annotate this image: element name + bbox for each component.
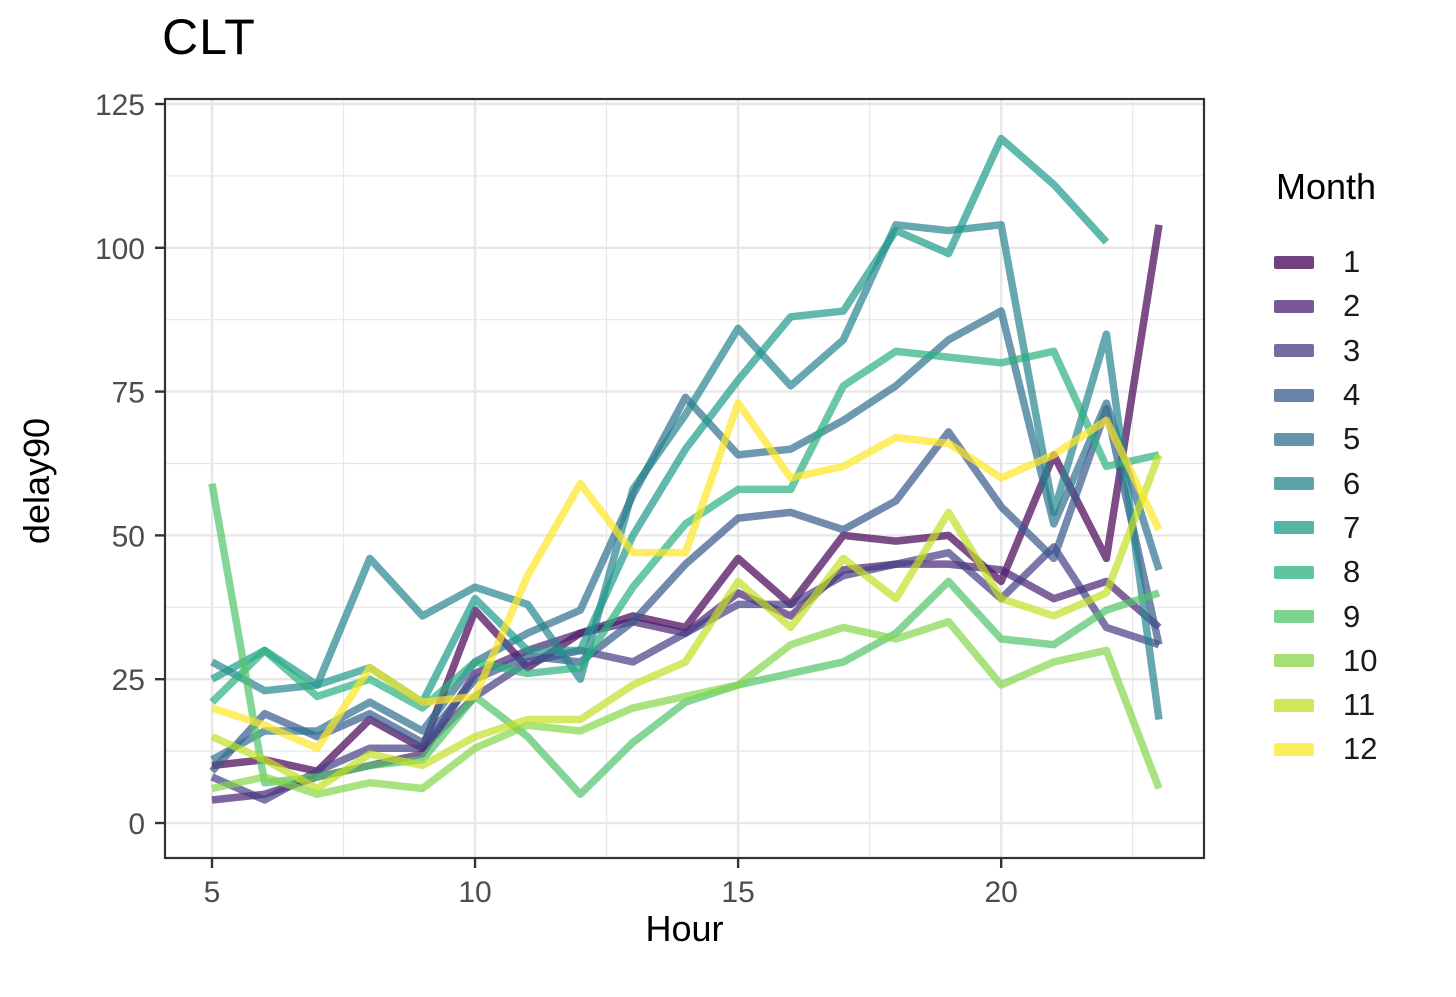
y-tick-label: 100: [95, 233, 145, 266]
y-tick-label: 25: [112, 664, 145, 697]
axis-tick-labels: 5 10 15 20 0 25 50 75 100 125: [95, 89, 1018, 909]
legend-label: 11: [1343, 687, 1376, 723]
legend-title: Month: [1276, 166, 1377, 207]
legend-key-icon: [1274, 654, 1314, 668]
series-line-month-9: [208, 482, 1161, 798]
legend-entry-month-10: 10: [1274, 639, 1377, 683]
x-axis-title: Hour: [645, 908, 724, 949]
x-tick-label: 5: [204, 876, 221, 909]
legend-entry-month-2: 2: [1274, 284, 1377, 328]
legend-label: 12: [1343, 731, 1378, 767]
series-line-month-6: [210, 221, 1163, 720]
legend-entry-month-3: 3: [1274, 329, 1377, 373]
series-line-month-12: [210, 399, 1163, 752]
legend-key-icon: [1274, 388, 1314, 402]
legend-key-icon: [1274, 521, 1314, 535]
legend-key-icon: [1274, 299, 1314, 313]
x-tick-label: 20: [984, 876, 1017, 909]
panel-border: [163, 97, 1206, 860]
legend-label: 3: [1343, 332, 1361, 368]
legend-key-icon: [1274, 344, 1314, 358]
x-tick-label: 15: [721, 876, 754, 909]
legend-key-icon: [1274, 432, 1314, 446]
legend-entry-month-11: 11: [1274, 683, 1377, 727]
legend-entry-month-8: 8: [1274, 550, 1377, 594]
legend-entry-month-6: 6: [1274, 461, 1377, 505]
series-line-month-10: [211, 617, 1163, 798]
legend-key-icon: [1274, 565, 1314, 579]
legend-label: 7: [1343, 509, 1361, 545]
legend-label: 5: [1343, 421, 1361, 457]
legend-entry-month-12: 12: [1274, 727, 1377, 771]
legend-label: 10: [1343, 642, 1378, 678]
legend-entry-month-4: 4: [1274, 373, 1377, 417]
plot-title: CLT: [162, 9, 256, 65]
series-line-month-11: [210, 453, 1163, 793]
x-tick-label: 10: [458, 876, 491, 909]
y-tick-label: 50: [112, 520, 145, 553]
y-tick-label: 75: [112, 377, 145, 410]
legend-label: 9: [1343, 598, 1361, 634]
legend-entry-month-1: 1: [1274, 240, 1377, 284]
legend-label: 4: [1343, 377, 1361, 413]
legend-entry-month-5: 5: [1274, 417, 1377, 461]
legend-label: 1: [1343, 244, 1361, 280]
legend-key-icon: [1274, 255, 1314, 269]
legend-key-icon: [1274, 742, 1314, 756]
series-line-month-7: [210, 134, 1110, 706]
legend-label: 2: [1343, 288, 1361, 324]
series-lines: [208, 134, 1163, 804]
legend-entry-month-9: 9: [1274, 594, 1377, 638]
axis-tick-marks: [155, 102, 1003, 868]
legend: 1 2 3 4 5 6 7 8 9 10 11 12: [1274, 240, 1377, 772]
series-line-month-1: [211, 224, 1163, 775]
legend-key-icon: [1274, 477, 1314, 491]
legend-label: 6: [1343, 465, 1361, 501]
y-axis-title: delay90: [16, 417, 57, 545]
series-line-month-5: [210, 307, 1163, 764]
series-line-month-4: [209, 405, 1163, 774]
y-tick-label: 125: [95, 89, 145, 122]
legend-key-icon: [1274, 698, 1314, 712]
legend-label: 8: [1343, 554, 1361, 590]
legend-key-icon: [1274, 610, 1314, 624]
legend-entry-month-7: 7: [1274, 506, 1377, 550]
y-tick-label: 0: [128, 808, 145, 841]
series-line-month-8: [209, 347, 1160, 712]
